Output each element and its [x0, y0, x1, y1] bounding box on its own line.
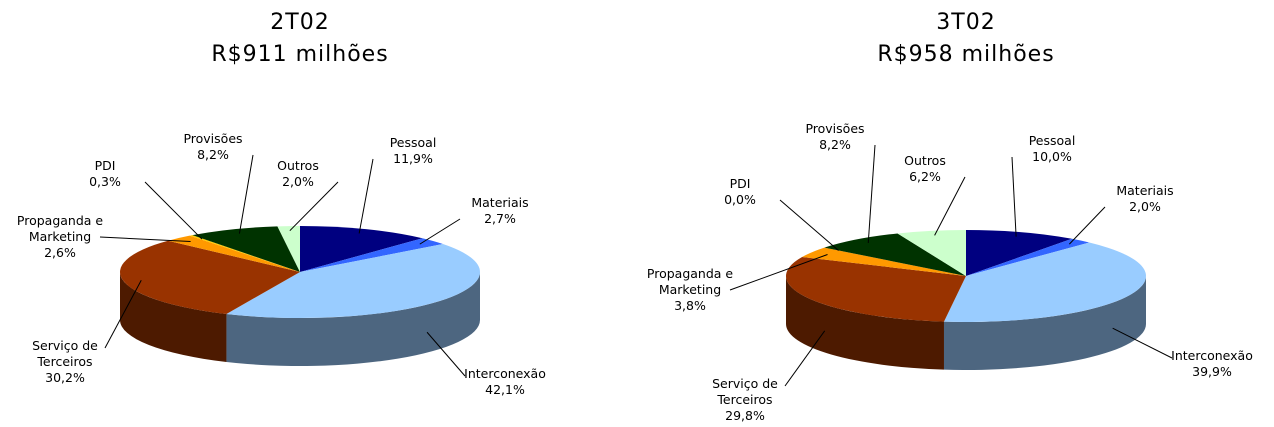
value-label: 30,2% [45, 370, 85, 385]
value-label: 29,8% [725, 408, 765, 423]
slice-label: Pessoal [389, 135, 437, 150]
slice [786, 256, 966, 322]
leader-line [238, 154, 254, 234]
slice-label: Provisões [805, 121, 865, 136]
leader-line [1068, 206, 1106, 245]
value-label: 42,1% [485, 382, 525, 397]
value-label: 11,9% [393, 151, 433, 166]
slice [192, 226, 300, 272]
slice [824, 233, 966, 276]
slice [897, 230, 966, 276]
leader-line [779, 199, 839, 251]
slice-label: Outros [904, 153, 946, 168]
slice-label: Serviço de Terceiros [712, 376, 778, 407]
leader-line [784, 330, 826, 387]
slice-label: Interconexão [464, 366, 546, 381]
chart-title: 2T02 [270, 10, 330, 35]
leader-line [1112, 327, 1173, 359]
value-label: 2,0% [282, 174, 314, 189]
slice-label: PDI [94, 158, 116, 173]
slice-label: Propaganda e Marketing [646, 266, 734, 297]
chart-subtitle: R$911 milhões [211, 42, 389, 67]
slice-label: Pessoal [1028, 133, 1076, 148]
slice-side [786, 276, 944, 370]
slice-label: PDI [729, 176, 751, 191]
value-label: 2,6% [44, 245, 76, 260]
leader-line [419, 218, 461, 245]
slice [189, 235, 300, 272]
value-label: 10,0% [1032, 149, 1072, 164]
value-label: 8,2% [819, 137, 851, 152]
leader-line [99, 236, 191, 242]
value-label: 2,7% [484, 211, 516, 226]
slice-label: Provisões [183, 131, 243, 146]
value-label: 0,3% [89, 174, 121, 189]
chart-subtitle: R$958 milhões [877, 42, 1055, 67]
slice [119, 240, 301, 314]
leader-line [289, 181, 339, 232]
leader-line [144, 181, 203, 240]
slice-label: Propaganda e Marketing [16, 213, 104, 244]
leader-line [426, 331, 466, 377]
slice-label: Interconexão [1171, 348, 1253, 363]
value-label: 39,9% [1192, 364, 1232, 379]
slice [277, 226, 300, 272]
slice [966, 230, 1072, 276]
leader-line [1011, 156, 1017, 237]
value-label: 6,2% [909, 169, 941, 184]
slice [300, 238, 443, 272]
slice-side [120, 272, 227, 362]
leader-line [934, 176, 966, 236]
leader-line [358, 158, 374, 234]
leader-line [104, 280, 142, 349]
slice-label: Serviço de Terceiros [32, 338, 98, 369]
slice [802, 247, 966, 276]
slice-label: Outros [277, 158, 319, 173]
chart-title: 3T02 [936, 10, 996, 35]
value-label: 2,0% [1129, 199, 1161, 214]
leader-line [729, 254, 828, 291]
slice [966, 238, 1090, 276]
value-label: 3,8% [674, 298, 706, 313]
slice-side [226, 272, 480, 366]
slice [943, 242, 1147, 322]
slice [300, 226, 423, 272]
value-label: 0,0% [724, 192, 756, 207]
slice [168, 235, 300, 272]
slice-label: Materiais [1116, 183, 1174, 198]
leader-line [867, 144, 876, 244]
slice [226, 244, 481, 319]
value-label: 8,2% [197, 147, 229, 162]
slice-label: Materiais [471, 195, 529, 210]
slice-side [943, 276, 1146, 370]
